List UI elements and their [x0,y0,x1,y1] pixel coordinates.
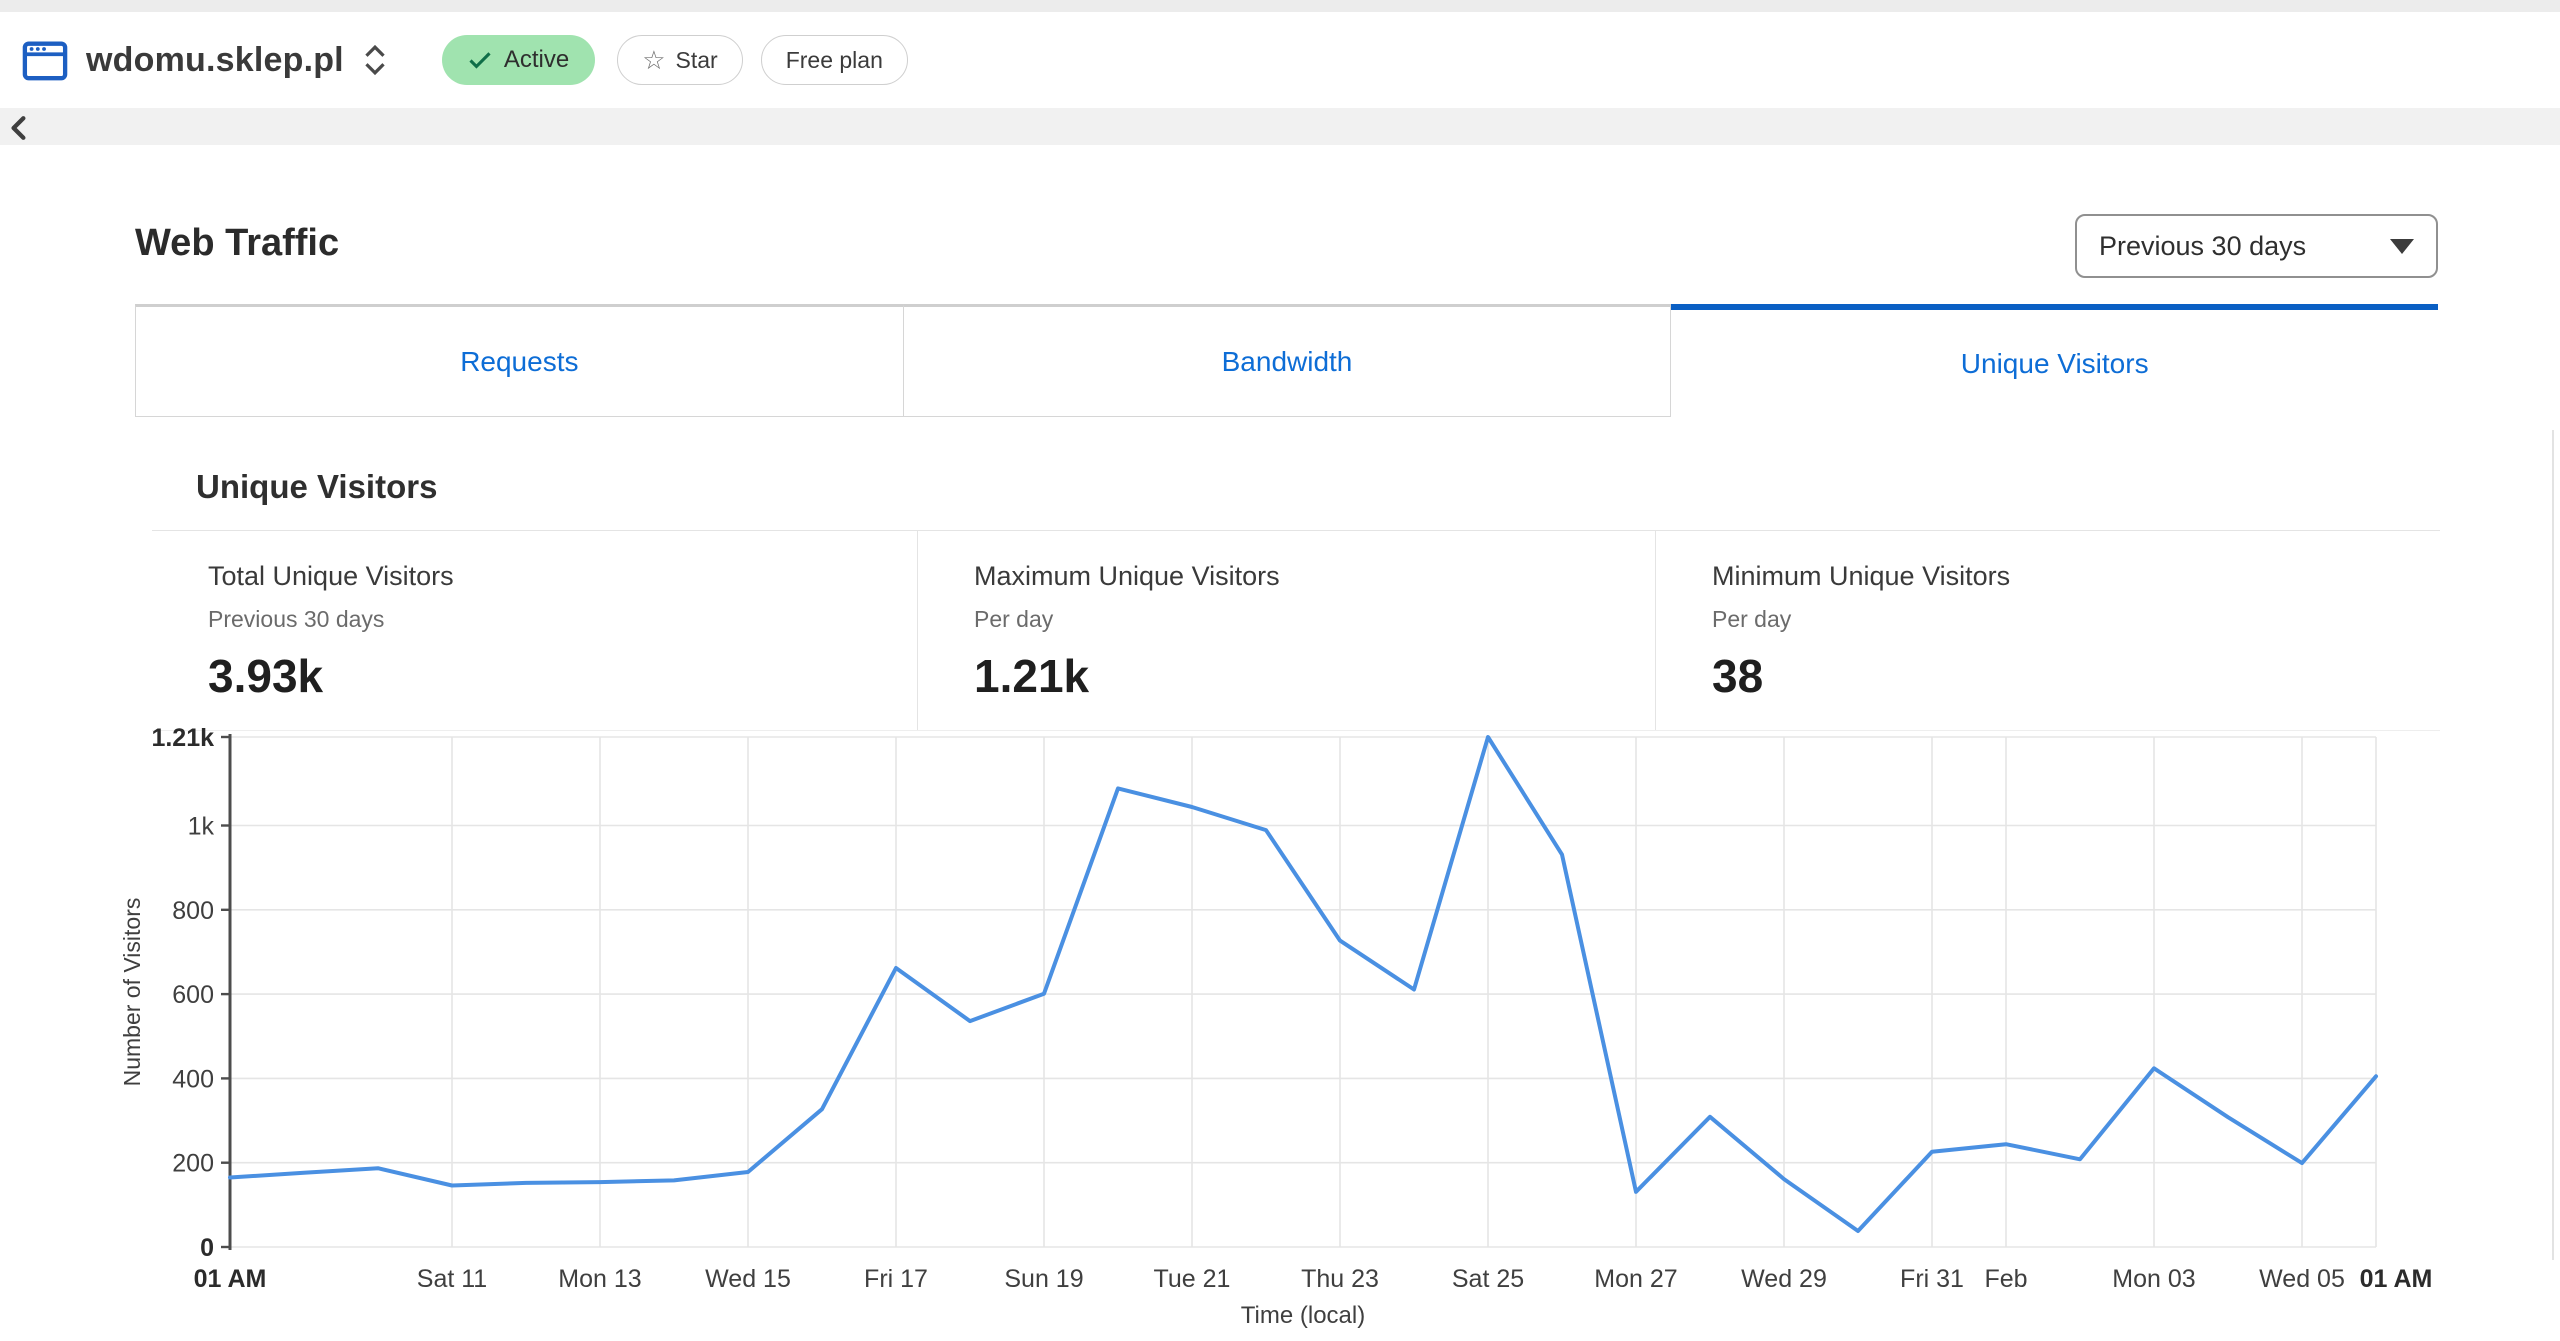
chart-area: 0 200 400 600 800 1k 1.21k 01 AM Sat 11 Mon 13 Wed… [0,700,2560,1341]
stat-label: Minimum Unique Visitors [1712,561,2011,591]
sidebar-collapse-band [0,108,2560,145]
svg-text:Mon 13: Mon 13 [558,1265,641,1293]
page-title: Web Traffic [135,222,340,264]
tab-unique-visitors[interactable]: Unique Visitors [1671,304,2439,417]
unique-visitors-line-chart: 0 200 400 600 800 1k 1.21k 01 AM Sat 11 Mon 13 Wed… [119,724,2433,1329]
svg-text:1.21k: 1.21k [151,724,214,752]
svg-text:Wed 05: Wed 05 [2259,1265,2345,1293]
browser-window-icon [22,37,68,83]
svg-text:Sat 25: Sat 25 [1452,1265,1524,1293]
stat-value: 38 [1712,650,1764,702]
section-divider [152,530,2440,531]
stat-label: Maximum Unique Visitors [974,561,1280,591]
svg-text:Fri 17: Fri 17 [864,1265,928,1293]
svg-text:Mon 27: Mon 27 [1594,1265,1677,1293]
svg-text:01 AM: 01 AM [194,1265,267,1293]
tab-bandwidth[interactable]: Bandwidth [903,304,1672,417]
date-range-value: Previous 30 days [2099,230,2307,261]
site-header: wdomu.sklep.pl Active ☆ Star Free plan [0,12,2560,108]
stat-sublabel: Previous 30 days [208,606,385,632]
tab-requests[interactable]: Requests [135,304,904,417]
svg-text:800: 800 [172,897,214,925]
unfold-chevrons-icon[interactable] [360,44,390,76]
date-range-select[interactable]: Previous 30 days [2075,214,2438,278]
stat-total-unique-visitors: Total Unique Visitors Previous 30 days 3… [152,531,917,730]
svg-text:Tue 21: Tue 21 [1154,1265,1231,1293]
plan-badge: Free plan [760,35,908,85]
star-icon: ☆ [642,45,666,75]
svg-text:Thu 23: Thu 23 [1301,1265,1379,1293]
check-icon [468,51,492,70]
chevron-left-icon[interactable] [8,115,32,140]
svg-text:Feb: Feb [1984,1265,2027,1293]
top-strip [0,0,2560,12]
star-button[interactable]: ☆ Star [617,35,743,85]
status-badge-label: Active [503,46,570,73]
svg-text:400: 400 [172,1065,214,1093]
svg-text:200: 200 [172,1150,214,1178]
svg-text:Sat 11: Sat 11 [417,1265,487,1293]
stat-sublabel: Per day [1712,606,1792,632]
svg-text:Time (local): Time (local) [1241,1302,1365,1329]
site-name: wdomu.sklep.pl [86,40,344,79]
svg-text:01 AM: 01 AM [2360,1265,2433,1293]
svg-text:600: 600 [172,981,214,1009]
stat-value: 3.93k [208,650,324,702]
svg-text:Number of Visitors: Number of Visitors [119,898,145,1087]
svg-text:Wed 15: Wed 15 [705,1265,791,1293]
stat-value: 1.21k [974,650,1090,702]
stats-row: Total Unique Visitors Previous 30 days 3… [152,531,2440,731]
svg-text:Sun 19: Sun 19 [1004,1265,1083,1293]
star-button-label: Star [675,46,718,73]
section-heading: Unique Visitors [196,468,438,505]
caret-down-icon [2390,238,2414,254]
svg-text:Fri 31: Fri 31 [1900,1265,1964,1293]
svg-text:Wed 29: Wed 29 [1741,1265,1827,1293]
svg-text:Mon 03: Mon 03 [2112,1265,2195,1293]
stat-minimum-unique-visitors: Minimum Unique Visitors Per day 38 [1655,531,2440,730]
stat-maximum-unique-visitors: Maximum Unique Visitors Per day 1.21k [917,531,1655,730]
svg-text:1k: 1k [188,813,215,841]
stat-label: Total Unique Visitors [208,561,454,591]
status-badge: Active [441,35,596,85]
stat-sublabel: Per day [974,606,1054,632]
traffic-tabs: Requests Bandwidth Unique Visitors [135,304,2439,417]
svg-text:0: 0 [200,1234,214,1262]
panel-right-border [2552,430,2554,1260]
plan-badge-label: Free plan [785,46,883,73]
